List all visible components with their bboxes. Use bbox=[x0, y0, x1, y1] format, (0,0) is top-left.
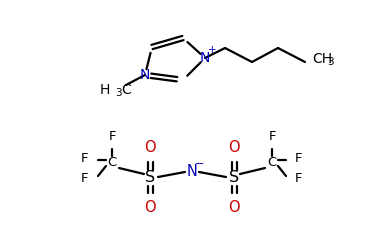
Text: O: O bbox=[228, 200, 240, 214]
Text: F: F bbox=[81, 171, 89, 185]
Text: O: O bbox=[228, 141, 240, 156]
Text: F: F bbox=[81, 151, 89, 165]
Text: F: F bbox=[295, 171, 303, 185]
Text: C: C bbox=[267, 156, 277, 168]
Text: N: N bbox=[187, 165, 197, 180]
Text: O: O bbox=[144, 141, 156, 156]
Text: C: C bbox=[107, 156, 117, 168]
Text: −: − bbox=[195, 159, 205, 169]
Text: 3: 3 bbox=[115, 88, 122, 98]
Text: S: S bbox=[229, 170, 239, 185]
Text: F: F bbox=[268, 130, 276, 144]
Text: +: + bbox=[208, 45, 216, 55]
Text: N: N bbox=[200, 51, 210, 65]
Text: C: C bbox=[121, 83, 131, 97]
Text: F: F bbox=[108, 130, 116, 144]
Text: O: O bbox=[144, 200, 156, 214]
Text: F: F bbox=[295, 151, 303, 165]
Text: CH: CH bbox=[312, 52, 332, 66]
Text: 3: 3 bbox=[327, 57, 334, 67]
Text: N: N bbox=[140, 68, 150, 82]
Text: H: H bbox=[99, 83, 110, 97]
Text: S: S bbox=[145, 170, 155, 185]
